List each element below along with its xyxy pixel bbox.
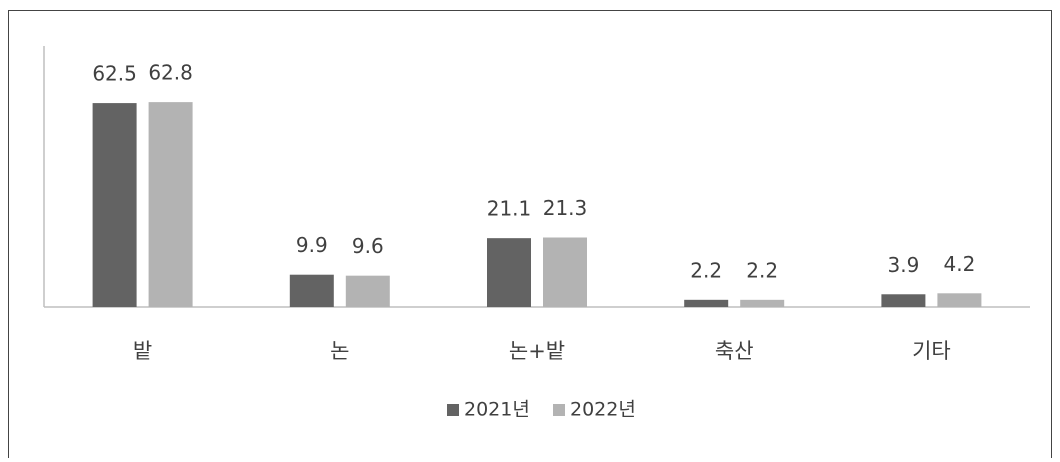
legend-label: 2021년: [464, 399, 530, 421]
data-label: 62.8: [148, 61, 193, 85]
bar: [289, 274, 334, 307]
x-tick-label: 밭: [133, 339, 152, 363]
data-label: 3.9: [887, 253, 919, 277]
bar: [543, 237, 587, 307]
data-label: 9.6: [352, 234, 384, 258]
legend-swatch: [447, 404, 459, 416]
data-label: 4.2: [943, 252, 975, 276]
bar: [937, 293, 982, 307]
legend-label: 2022년: [570, 399, 636, 421]
bar: [345, 275, 390, 307]
x-tick-label: 축산: [715, 339, 754, 363]
data-label: 2.2: [746, 258, 778, 282]
data-label: 21.1: [487, 197, 532, 221]
legend-swatch: [553, 404, 565, 416]
x-tick-label: 논: [330, 339, 349, 363]
bar: [881, 294, 926, 307]
frame: [8, 10, 1052, 462]
bar: [148, 102, 193, 308]
bar: [740, 299, 785, 307]
data-label: 2.2: [690, 258, 722, 282]
data-label: 21.3: [543, 196, 588, 220]
x-tick-label: 논+밭: [509, 339, 565, 363]
data-label: 9.9: [296, 233, 328, 257]
bar: [487, 238, 531, 307]
bar: [92, 103, 137, 307]
bar: [684, 299, 729, 307]
data-label: 62.5: [92, 62, 137, 86]
x-tick-label: 기타: [912, 339, 951, 363]
